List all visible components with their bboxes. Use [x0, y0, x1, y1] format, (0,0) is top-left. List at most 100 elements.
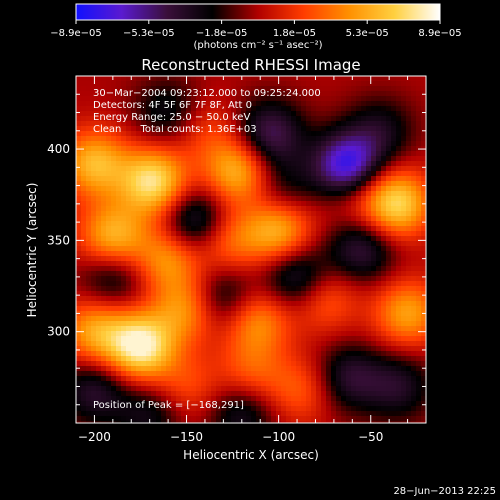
heatmap-cell: [291, 191, 297, 197]
heatmap-cell: [141, 366, 147, 372]
heatmap-cell: [111, 231, 117, 237]
heatmap-cell: [316, 236, 322, 242]
heatmap-cell: [276, 291, 282, 297]
heatmap-cell: [211, 191, 217, 197]
heatmap-cell: [401, 286, 407, 292]
heatmap-cell: [311, 331, 317, 337]
heatmap-cell: [331, 81, 337, 87]
heatmap-cell: [261, 106, 267, 112]
heatmap-cell: [101, 216, 107, 222]
heatmap-cell: [81, 416, 87, 422]
heatmap-cell: [346, 81, 352, 87]
heatmap-cell: [156, 81, 162, 87]
heatmap-cell: [386, 156, 392, 162]
heatmap-cell: [261, 241, 267, 247]
heatmap-cell: [201, 286, 207, 292]
heatmap-cell: [121, 256, 127, 262]
heatmap-cell: [291, 321, 297, 327]
heatmap-cell: [336, 236, 342, 242]
heatmap-cell: [391, 241, 397, 247]
heatmap-cell: [401, 231, 407, 237]
heatmap-cell: [236, 211, 242, 217]
heatmap-cell: [266, 76, 272, 82]
heatmap-cell: [311, 156, 317, 162]
heatmap-cell: [406, 416, 412, 422]
heatmap-cell: [421, 216, 426, 222]
heatmap-cell: [181, 86, 187, 92]
heatmap-cell: [291, 401, 297, 407]
heatmap-cell: [216, 406, 222, 412]
heatmap-cell: [186, 86, 192, 92]
heatmap-cell: [81, 421, 87, 423]
annotation-peak-position: Position of Peak = [−168,291]: [93, 400, 244, 411]
heatmap-cell: [291, 301, 297, 307]
heatmap-cell: [276, 146, 282, 152]
heatmap-cell: [136, 191, 142, 197]
heatmap-cell: [166, 261, 172, 267]
heatmap-cell: [181, 421, 187, 423]
heatmap-cell: [286, 401, 292, 407]
heatmap-cell: [91, 321, 97, 327]
heatmap-cell: [86, 286, 92, 292]
heatmap-cell: [216, 376, 222, 382]
heatmap-cell: [231, 256, 237, 262]
heatmap-cell: [411, 76, 417, 82]
heatmap-cell: [166, 86, 172, 92]
heatmap-cell: [306, 206, 312, 212]
heatmap-cell: [86, 181, 92, 187]
heatmap-cell: [186, 421, 192, 423]
heatmap-cell: [196, 161, 202, 167]
heatmap-cell: [196, 221, 202, 227]
heatmap-cell: [91, 236, 97, 242]
heatmap-cell: [371, 401, 377, 407]
heatmap-cell: [161, 296, 167, 302]
heatmap-cell: [261, 286, 267, 292]
heatmap-cell: [276, 321, 282, 327]
heatmap-cell: [216, 396, 222, 402]
heatmap-cell: [186, 351, 192, 357]
heatmap-cell: [171, 336, 177, 342]
heatmap-cell: [86, 261, 92, 267]
heatmap-cell: [311, 221, 317, 227]
heatmap-cell: [101, 251, 107, 257]
heatmap-cell: [131, 181, 137, 187]
heatmap-cell: [316, 196, 322, 202]
heatmap-cell: [131, 121, 137, 127]
heatmap-cell: [271, 231, 277, 237]
heatmap-cell: [351, 86, 357, 92]
heatmap-cell: [416, 171, 422, 177]
heatmap-cell: [101, 356, 107, 362]
heatmap-cell: [281, 421, 287, 423]
heatmap-cell: [186, 416, 192, 422]
heatmap-cell: [146, 136, 152, 142]
heatmap-cell: [286, 191, 292, 197]
heatmap-cell: [76, 91, 82, 97]
heatmap-cell: [286, 276, 292, 282]
heatmap-cell: [411, 281, 417, 287]
heatmap-cell: [211, 206, 217, 212]
heatmap-cell: [181, 396, 187, 402]
heatmap-cell: [341, 236, 347, 242]
heatmap-cell: [116, 296, 122, 302]
heatmap-cell: [376, 116, 382, 122]
heatmap-cell: [156, 381, 162, 387]
heatmap-cell: [81, 326, 87, 332]
heatmap-cell: [421, 136, 426, 142]
heatmap-cell: [151, 246, 157, 252]
heatmap-cell: [171, 136, 177, 142]
heatmap-cell: [186, 141, 192, 147]
heatmap-cell: [81, 386, 87, 392]
heatmap-cell: [191, 156, 197, 162]
heatmap-cell: [146, 281, 152, 287]
heatmap-cell: [176, 131, 182, 137]
heatmap-cell: [251, 366, 257, 372]
heatmap-cell: [401, 276, 407, 282]
heatmap-cell: [396, 406, 402, 412]
heatmap-cell: [296, 206, 302, 212]
heatmap-cell: [271, 386, 277, 392]
heatmap-cell: [226, 396, 232, 402]
heatmap-cell: [421, 161, 426, 167]
heatmap-cell: [411, 231, 417, 237]
heatmap-cell: [396, 256, 402, 262]
heatmap-cell: [221, 376, 227, 382]
